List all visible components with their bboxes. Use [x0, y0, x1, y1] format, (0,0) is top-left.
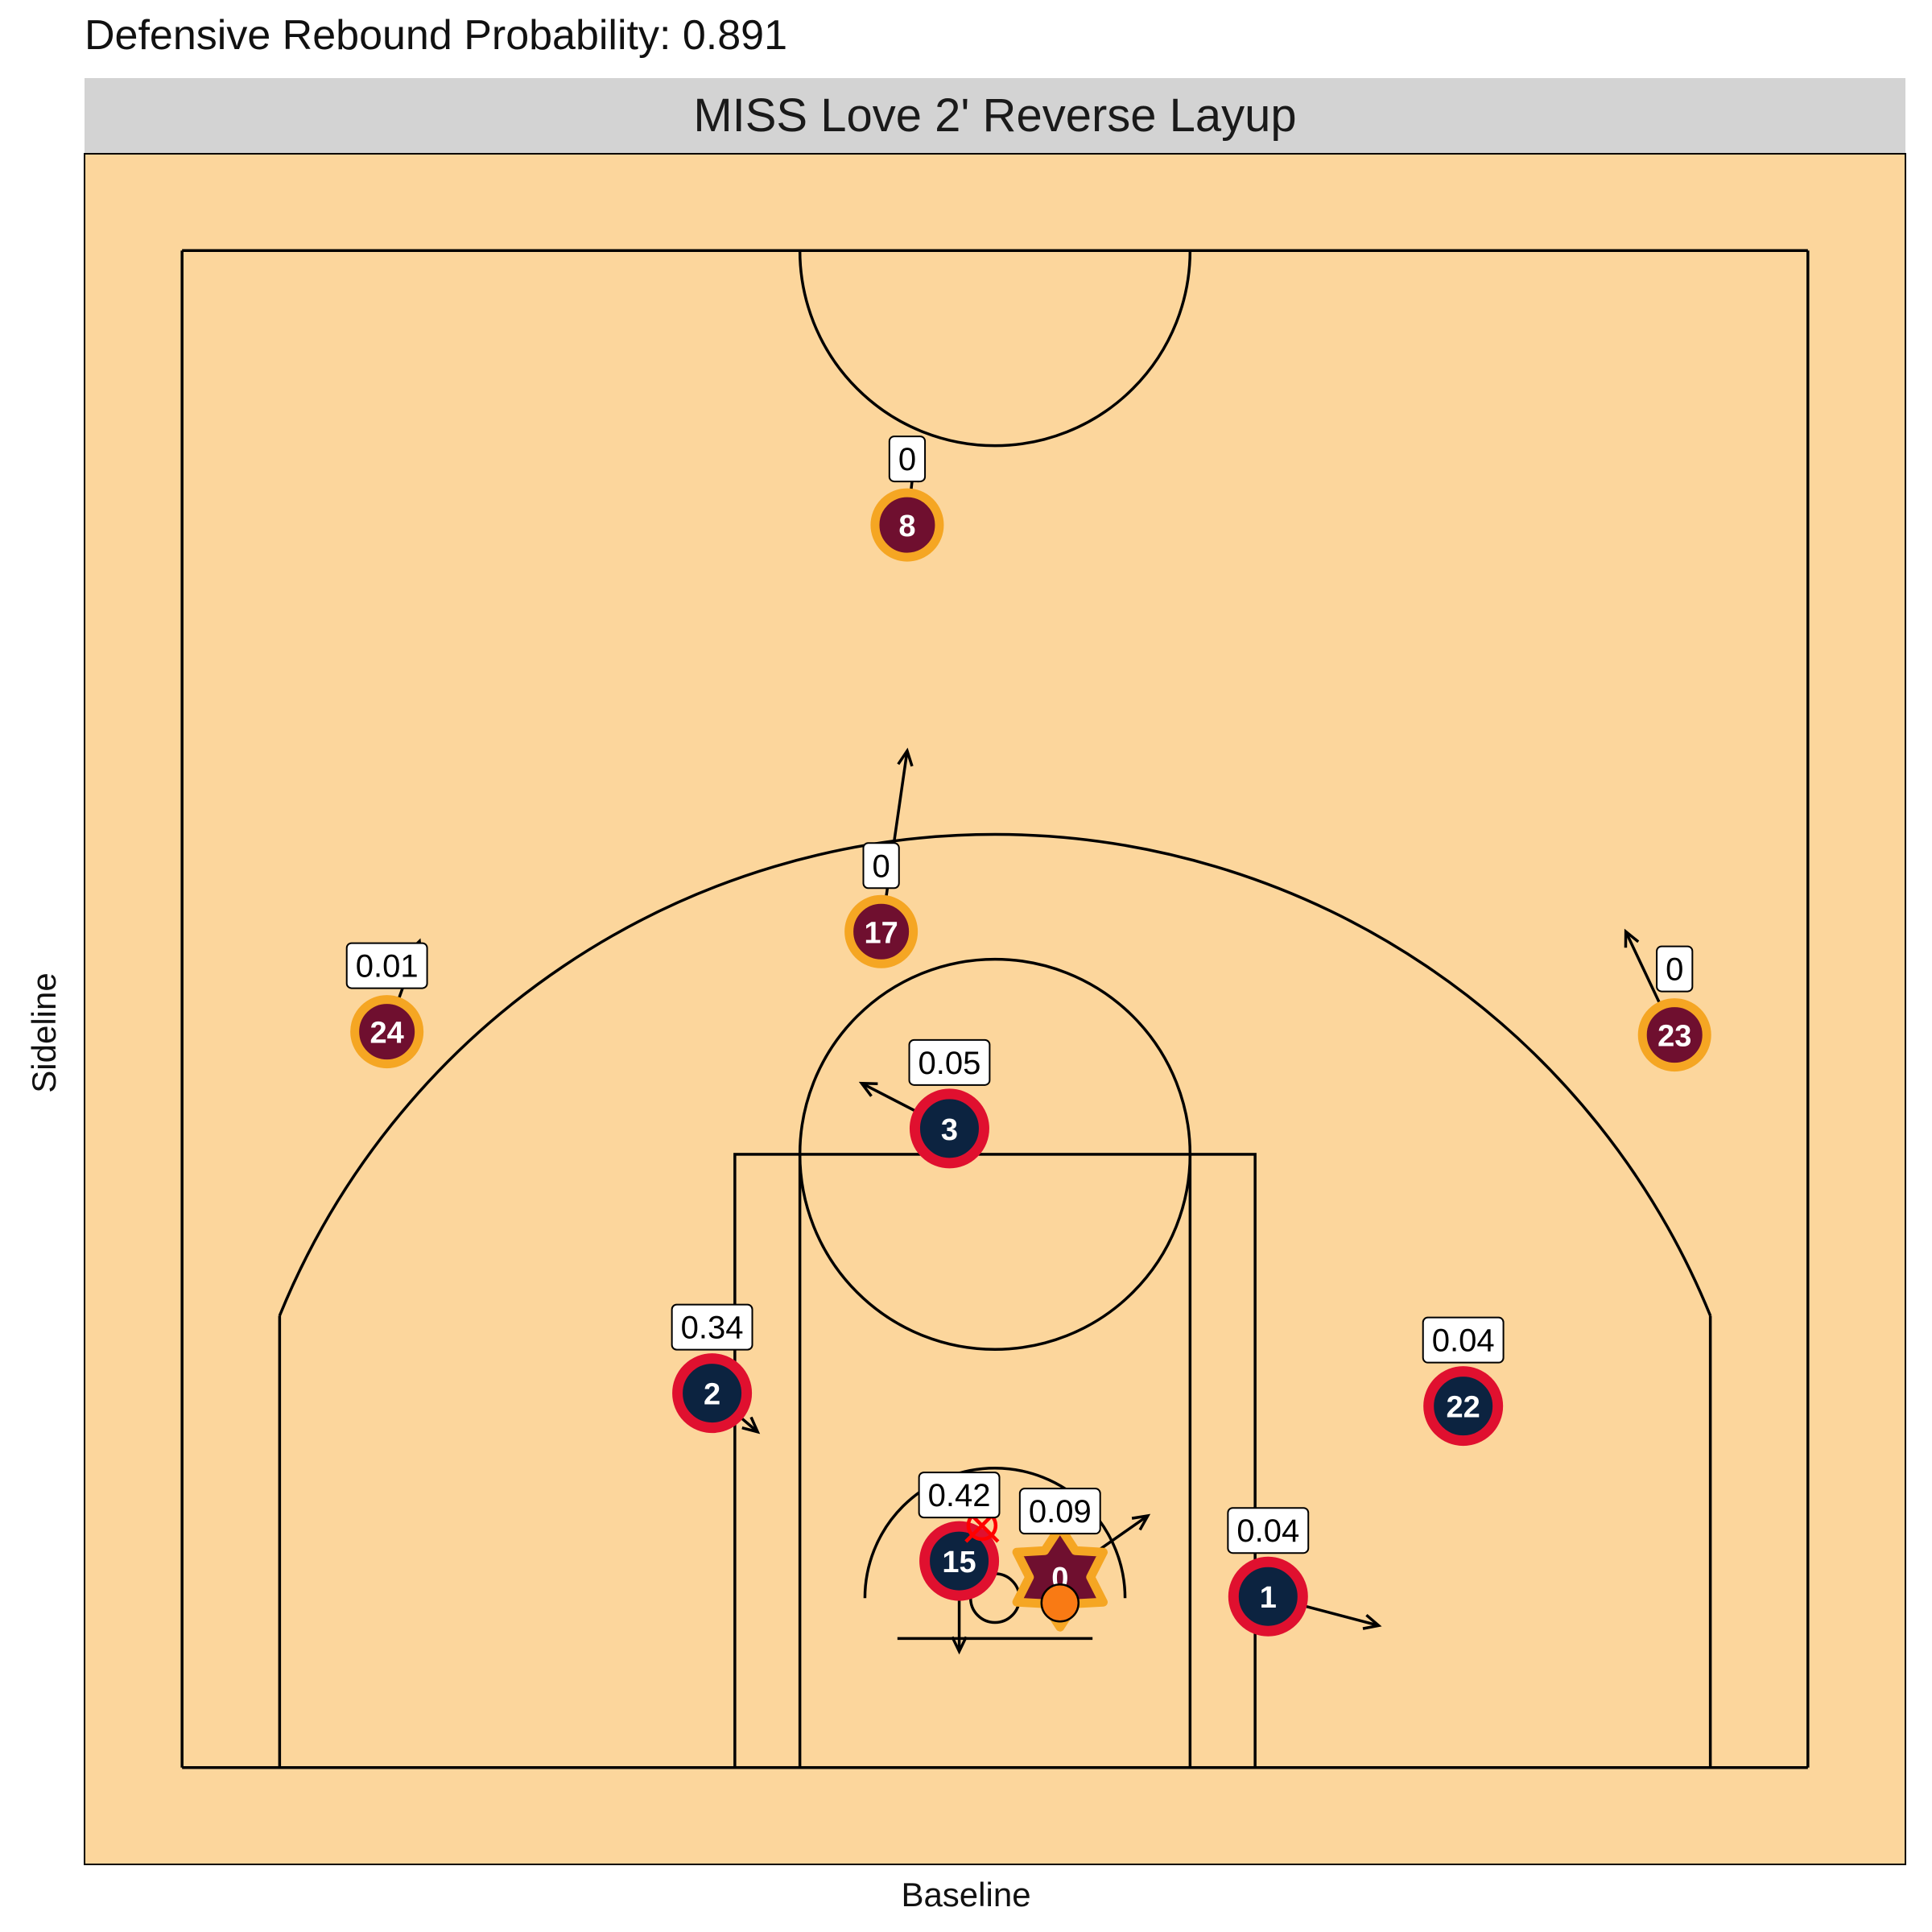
- player-marker: [1423, 1366, 1504, 1447]
- probability-value: 0.34: [681, 1311, 744, 1346]
- defense-player-1: 1: [1228, 1556, 1308, 1637]
- probability-value: 0.01: [356, 949, 419, 985]
- offense-player-23: 23: [1637, 998, 1711, 1072]
- probability-value: 0: [873, 848, 890, 884]
- probability-value: 0.04: [1432, 1323, 1495, 1359]
- court-panel: [84, 153, 1906, 1865]
- player-marker: [919, 1521, 1000, 1601]
- player-marker: [870, 488, 944, 562]
- player-marker: [350, 995, 424, 1069]
- offense-player-8: 8: [870, 488, 944, 562]
- player-number: 22: [1447, 1391, 1480, 1425]
- ball: [1040, 1583, 1080, 1623]
- restricted-area-arc: [863, 1467, 1127, 1599]
- player-marker: [672, 1353, 753, 1434]
- defense-player-2: 2: [672, 1353, 753, 1434]
- facet-strip-label: MISS Love 2' Reverse Layup: [85, 78, 1905, 154]
- shooter-star-marker: [1012, 1522, 1108, 1632]
- probability-value: 0: [898, 442, 916, 477]
- probability-label: 0.42: [918, 1472, 1001, 1519]
- player-number: 15: [942, 1546, 976, 1579]
- y-axis-label: Sideline: [25, 972, 63, 1093]
- player-number: 3: [941, 1113, 958, 1147]
- center-circle: [798, 250, 1192, 448]
- probability-label: 0: [888, 436, 927, 483]
- player-number: 23: [1657, 1020, 1691, 1054]
- free-throw-circle-top: [798, 957, 1192, 1154]
- lane-outer: [733, 1153, 1257, 1769]
- probability-label: 0.01: [345, 942, 428, 989]
- probability-value: 0.09: [1029, 1494, 1092, 1530]
- probability-label: 0.04: [1227, 1507, 1310, 1554]
- probability-value: 0.04: [1236, 1513, 1299, 1549]
- probability-label: 0: [1656, 945, 1694, 993]
- defense-player-15: 15: [919, 1521, 1000, 1601]
- player-marker: [1637, 998, 1711, 1072]
- court-lines: [180, 249, 1810, 1769]
- three-point-arc: [278, 832, 1712, 1317]
- probability-labels: 0 0 0.01 0 0.09 0.05 0.34 0.04 0.42 0.04: [345, 436, 1694, 1554]
- offense-player-17: 17: [844, 894, 919, 968]
- player-number: 8: [898, 510, 915, 543]
- player-number: 17: [864, 916, 898, 950]
- player-number: 2: [704, 1378, 720, 1412]
- probability-value: 0.05: [919, 1046, 981, 1081]
- probability-label: 0.34: [671, 1303, 753, 1351]
- player-marker: [909, 1088, 989, 1169]
- probability-label: 0: [862, 842, 900, 890]
- player-marker: [844, 894, 919, 968]
- player-number: 24: [370, 1017, 404, 1051]
- probability-value: 0: [1666, 952, 1683, 988]
- probability-label: 0.04: [1422, 1316, 1505, 1364]
- probability-label: 0.09: [1018, 1488, 1101, 1535]
- chart-title: Defensive Rebound Probability: 0.891: [85, 12, 788, 59]
- x-axis-label: Baseline: [901, 1876, 1031, 1913]
- player-marker: [1228, 1556, 1308, 1637]
- probability-label: 0.05: [908, 1038, 991, 1086]
- probability-value: 0.42: [928, 1478, 991, 1513]
- offense-player-24: 24: [350, 995, 424, 1069]
- player-number: 1: [1260, 1581, 1277, 1615]
- defense-player-22: 22: [1423, 1366, 1504, 1447]
- defense-player-3: 3: [909, 1088, 989, 1169]
- free-throw-circle-bottom: [798, 1154, 1192, 1351]
